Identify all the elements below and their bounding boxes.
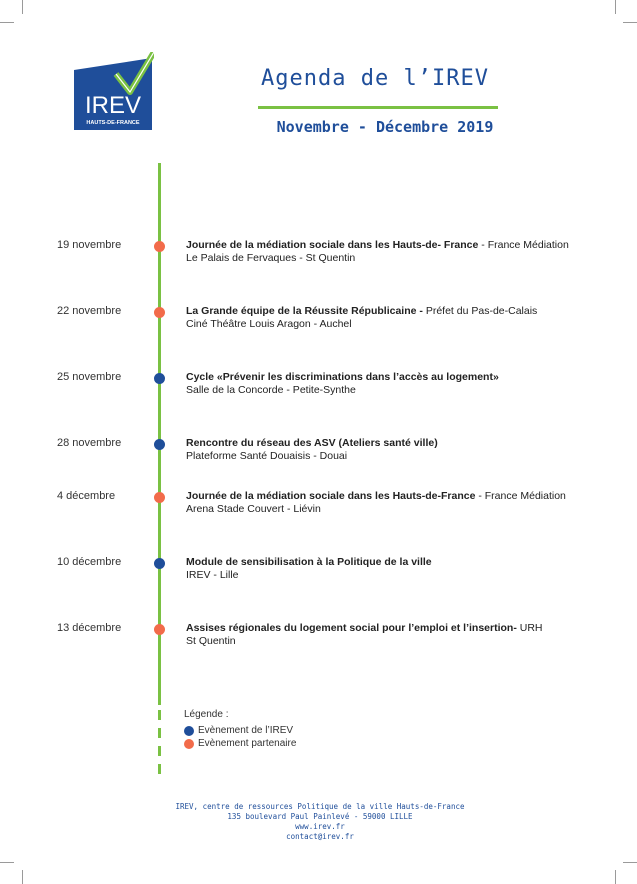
event-title: Rencontre du réseau des ASV (Ateliers sa… — [186, 437, 438, 449]
page-title: Agenda de l’IREV — [261, 66, 489, 91]
footer-address: 135 boulevard Paul Painlevé - 59000 LILL… — [227, 812, 413, 821]
event-dot-partenaire — [154, 492, 165, 503]
timeline-dash — [158, 728, 161, 738]
legend-label: Légende : — [184, 709, 229, 720]
logo-name: IREV — [85, 92, 141, 119]
title-underline — [258, 106, 498, 109]
event-text: Assises régionales du logement social po… — [186, 622, 543, 648]
crop-mark — [615, 870, 616, 884]
timeline-dash — [158, 746, 161, 756]
event-dot-irev — [154, 558, 165, 569]
footer-website[interactable]: www.irev.fr — [295, 822, 345, 831]
event-place: Ciné Théâtre Louis Aragon - Auchel — [186, 318, 352, 330]
event-dot-partenaire — [154, 307, 165, 318]
timeline-line — [158, 163, 161, 705]
event-text: Journée de la médiation sociale dans les… — [186, 490, 566, 516]
logo-region: HAUTS-DE-FRANCE — [86, 120, 139, 126]
crop-mark — [22, 870, 23, 884]
event-place: Le Palais de Fervaques - St Quentin — [186, 252, 356, 264]
event-text: Rencontre du réseau des ASV (Ateliers sa… — [186, 437, 438, 463]
event-text: La Grande équipe de la Réussite Républic… — [186, 305, 537, 331]
event-title: Assises régionales du logement social po… — [186, 622, 520, 634]
event-title: Journée de la médiation sociale dans les… — [186, 490, 476, 502]
legend-dot-partenaire — [184, 738, 194, 749]
event-place: St Quentin — [186, 635, 236, 647]
legend-dot-irev — [184, 725, 194, 736]
event-dot-partenaire — [154, 241, 165, 252]
event-date: 4 décembre — [57, 490, 116, 502]
event-date: 19 novembre — [57, 239, 122, 251]
timeline-dash — [158, 764, 161, 774]
event-text: Cycle «Prévenir les discriminations dans… — [186, 371, 499, 397]
event-place: Plateforme Santé Douaisis - Douai — [186, 450, 348, 462]
event-organizer: URH — [519, 622, 543, 634]
footer: IREV, centre de ressources Politique de … — [170, 802, 470, 842]
crop-mark — [623, 862, 637, 863]
event-date: 10 décembre — [57, 556, 122, 568]
event-date: 13 décembre — [57, 622, 122, 634]
event-title: Journée de la médiation sociale dans les… — [186, 239, 479, 251]
event-organizer: - France Médiation — [478, 239, 569, 251]
crop-mark — [0, 862, 14, 863]
event-place: Salle de la Concorde - Petite-Synthe — [186, 384, 356, 396]
legend-text: Evènement de l’IREV — [198, 725, 294, 736]
footer-org: IREV, centre de ressources Politique de … — [175, 802, 465, 811]
event-organizer: Préfet du Pas-de-Calais — [425, 305, 538, 317]
timeline-dash — [158, 710, 161, 720]
event-title: La Grande équipe de la Réussite Républic… — [186, 305, 426, 317]
legend-item-irev: Evènement de l’IREV — [184, 725, 293, 736]
page-subtitle: Novembre - Décembre 2019 — [276, 118, 494, 136]
irev-logo: IREV HAUTS-DE-FRANCE — [72, 50, 157, 132]
crop-mark — [623, 22, 637, 23]
crop-mark — [0, 22, 14, 23]
event-date: 22 novembre — [57, 305, 122, 317]
crop-mark — [22, 0, 23, 14]
event-dot-partenaire — [154, 624, 165, 635]
event-date: 25 novembre — [57, 371, 122, 383]
event-title: Cycle «Prévenir les discriminations dans… — [186, 371, 499, 383]
event-text: Journée de la médiation sociale dans les… — [186, 239, 569, 265]
footer-email[interactable]: contact@irev.fr — [286, 832, 354, 841]
legend-text: Evènement partenaire — [198, 738, 297, 749]
event-title: Module de sensibilisation à la Politique… — [186, 556, 432, 568]
event-place: Arena Stade Couvert - Liévin — [186, 503, 321, 515]
crop-mark — [615, 0, 616, 14]
legend-item-partenaire: Evènement partenaire — [184, 738, 296, 749]
event-dot-irev — [154, 439, 165, 450]
event-text: Module de sensibilisation à la Politique… — [186, 556, 432, 582]
event-dot-irev — [154, 373, 165, 384]
event-organizer: - France Médiation — [475, 490, 566, 502]
event-date: 28 novembre — [57, 437, 122, 449]
event-place: IREV - Lille — [186, 569, 239, 581]
